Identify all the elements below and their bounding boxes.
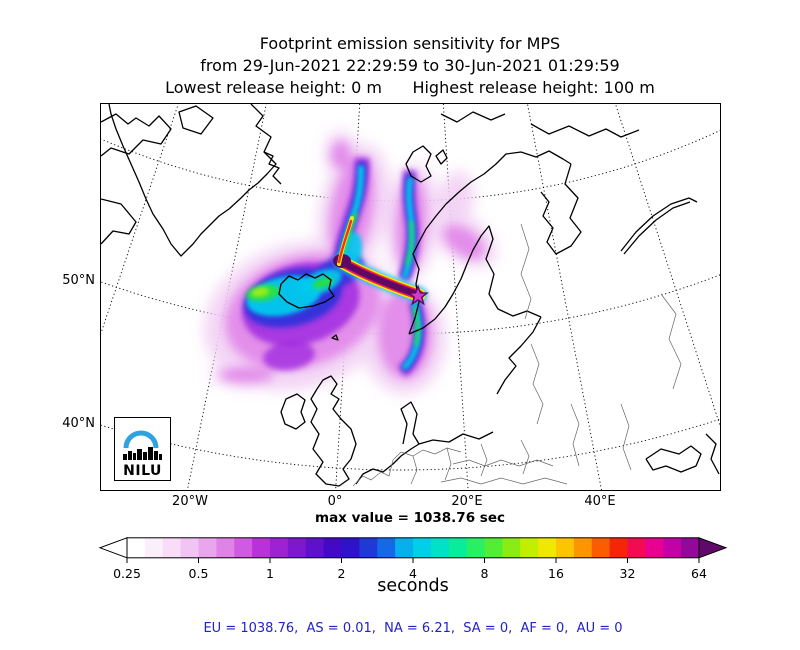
white-sea-coast xyxy=(540,163,582,255)
greenland-coast xyxy=(108,104,277,257)
novaya-zemlya xyxy=(620,197,698,255)
east-greenland-fjords xyxy=(263,151,282,185)
colorbar-unit-label: seconds xyxy=(377,576,449,596)
release-star-icon xyxy=(407,284,429,306)
figure-title: Footprint emission sensitivity for MPS xyxy=(259,34,561,53)
nilu-logo-text: NILU xyxy=(123,463,162,479)
black-sea-coast xyxy=(645,445,702,473)
x-tick-40e: 40°E xyxy=(584,494,616,509)
denmark-coast xyxy=(400,401,420,445)
baltic-coast xyxy=(408,225,542,335)
graticule xyxy=(101,104,720,490)
nilu-arc-icon xyxy=(123,430,159,449)
norway-coast xyxy=(408,150,572,335)
colorbar-tick-label: 4 xyxy=(409,566,417,581)
caspian-coast xyxy=(705,433,720,475)
britain-coast xyxy=(310,375,357,487)
plume-cyan xyxy=(246,165,422,370)
regional-totals-line: EU = 1038.76, AS = 0.01, NA = 6.21, SA =… xyxy=(203,621,623,636)
colorbar: 0.25 0.5 1 2 4 8 16 32 64 xyxy=(98,537,730,587)
colorbar-svg xyxy=(98,537,728,563)
colorbar-tick-label: 2 xyxy=(337,566,346,581)
country-borders xyxy=(352,223,682,487)
barents-coast xyxy=(530,123,640,138)
ireland-coast xyxy=(280,393,306,430)
baffin-coast xyxy=(101,198,137,245)
iceland-coast xyxy=(278,273,335,309)
nilu-skyline-icon xyxy=(123,447,162,460)
svalbard-coast xyxy=(405,145,448,183)
x-tick-20w: 20°W xyxy=(172,494,208,509)
y-tick-40n: 40°N xyxy=(62,416,95,431)
map-svg xyxy=(101,104,720,490)
nilu-logo: NILU xyxy=(114,417,171,481)
colorbar-segments xyxy=(127,537,700,558)
colorbar-tick-label: 32 xyxy=(619,566,636,581)
colorbar-tick-label: 16 xyxy=(548,566,564,581)
y-tick-50n: 50°N xyxy=(62,273,95,288)
russia-north-coast xyxy=(440,111,506,123)
colorbar-tick-label: 0.25 xyxy=(113,566,141,581)
colorbar-right-arrow xyxy=(698,537,728,559)
release-heights-line: Lowest release height: 0 m Highest relea… xyxy=(165,78,655,97)
colorbar-tick-label: 1 xyxy=(266,566,274,581)
colorbar-tickmarks xyxy=(126,557,700,563)
max-value-label: max value = 1038.76 sec xyxy=(315,510,505,526)
colorbar-tick-label: 64 xyxy=(691,566,707,581)
colorbar-tick-label: 0.5 xyxy=(188,566,209,581)
map-panel: NILU xyxy=(100,103,721,491)
baltic-south-coast xyxy=(496,316,542,395)
x-tick-20e: 20°E xyxy=(451,494,483,509)
x-tick-0: 0° xyxy=(327,494,343,509)
canadian-arctic-coast xyxy=(101,113,172,157)
arctic-island xyxy=(178,105,214,135)
coastlines xyxy=(101,104,720,487)
colorbar-tick-label: 8 xyxy=(480,566,489,581)
faroe-islands xyxy=(331,334,339,341)
north-sea-coast xyxy=(355,431,494,485)
colorbar-left-arrow xyxy=(98,537,128,559)
figure-subtitle: from 29-Jun-2021 22:29:59 to 30-Jun-2021… xyxy=(200,56,620,75)
nilu-logo-graphic xyxy=(123,430,162,460)
